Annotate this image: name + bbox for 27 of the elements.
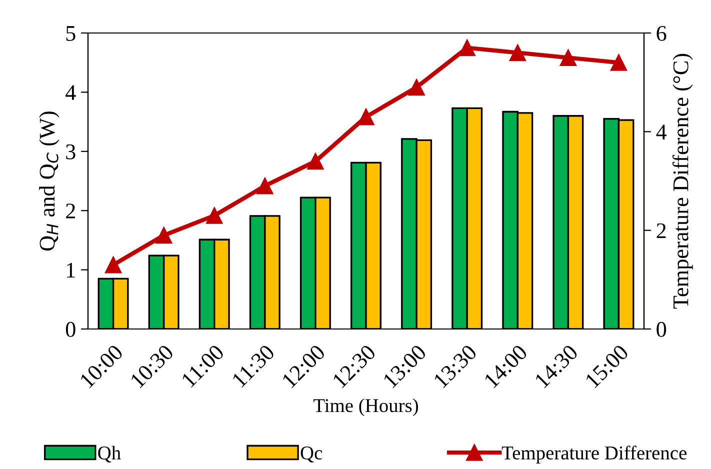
y-axis-title: Q$_{H}$ and Q$_{C}$ (W) — [39, 112, 60, 251]
point — [610, 54, 628, 71]
point — [408, 78, 425, 96]
y-tick-label: 1 — [67, 262, 75, 278]
y2-tick-label: 4 — [656, 124, 667, 140]
point — [104, 256, 122, 274]
point — [206, 207, 223, 224]
y2-tick-label: 6 — [656, 26, 666, 41]
point — [307, 152, 324, 170]
y2-tick-label: 0 — [656, 322, 666, 337]
y-tick-label: 4 — [66, 85, 76, 100]
x-axis-title: Time (Hours) — [314, 398, 418, 416]
legend-label: Temperature Difference — [502, 446, 686, 464]
point — [458, 39, 476, 56]
point — [560, 49, 577, 66]
y-tick-label: 0 — [66, 322, 76, 337]
point — [509, 44, 526, 62]
legend-label: Qh — [98, 446, 121, 463]
point — [256, 178, 274, 194]
y-tick-label: 3 — [66, 144, 76, 160]
point — [155, 226, 172, 244]
y-tick-label: 2 — [66, 204, 75, 218]
y2-tick-label: 2 — [656, 223, 666, 238]
y-tick-label: 5 — [66, 26, 76, 41]
point — [358, 108, 374, 126]
legend-label: Qc — [300, 446, 322, 463]
y2-axis-title: Temperature Difference (°C) — [672, 54, 693, 309]
